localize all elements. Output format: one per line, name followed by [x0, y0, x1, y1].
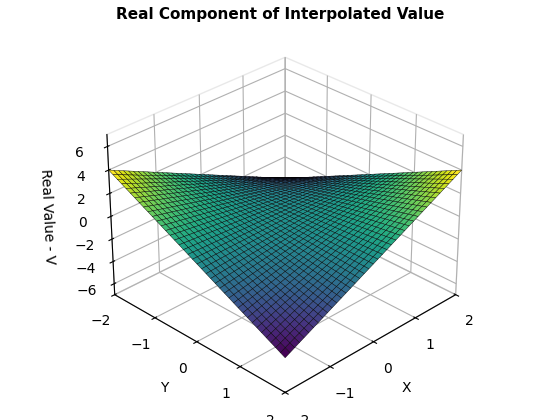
- Title: Real Component of Interpolated Value: Real Component of Interpolated Value: [116, 7, 444, 22]
- X-axis label: X: X: [402, 381, 411, 395]
- Y-axis label: Y: Y: [160, 381, 169, 395]
